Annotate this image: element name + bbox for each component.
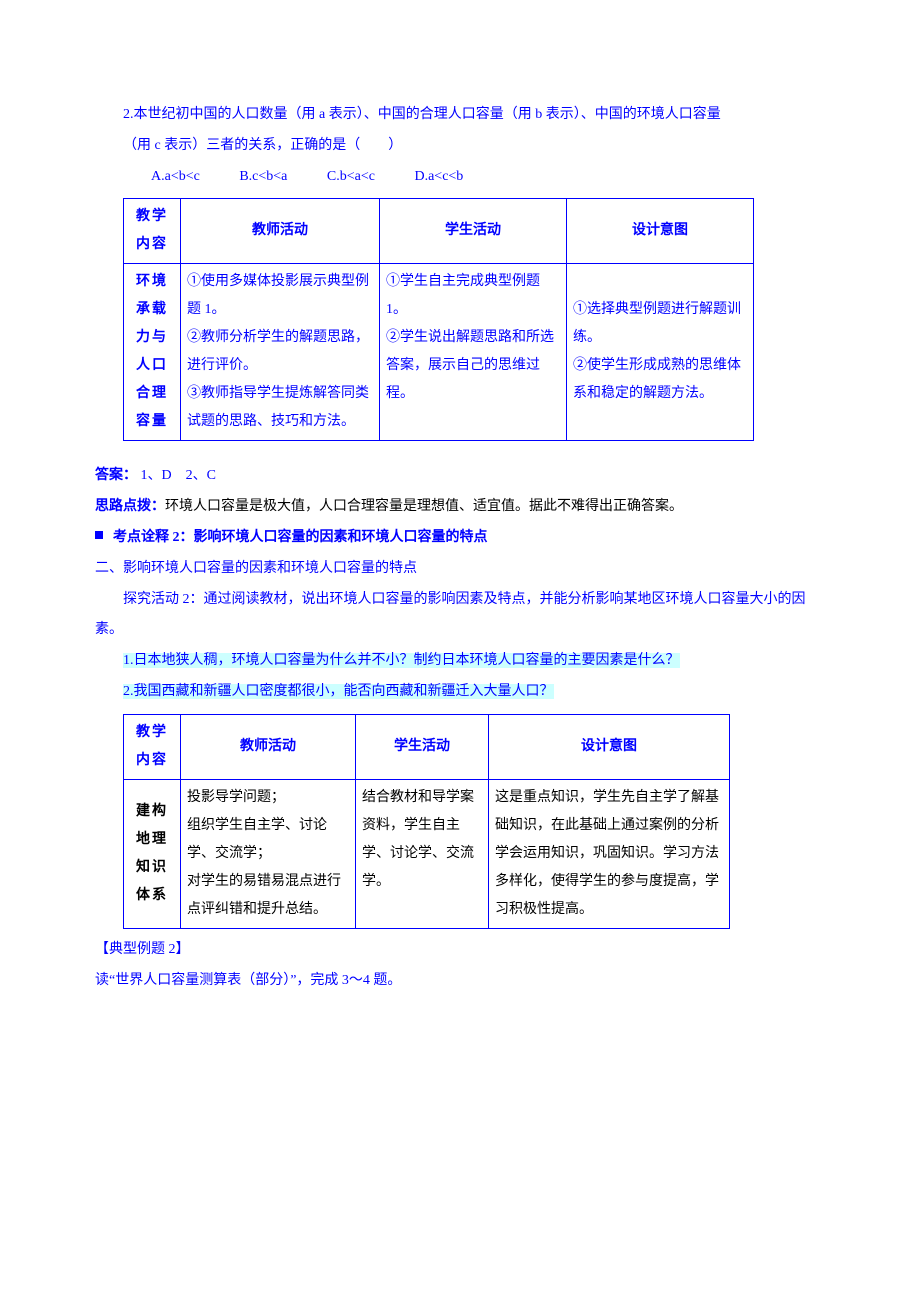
- th-intent: 设计意图: [567, 199, 754, 264]
- question-2-line2: （用 c 表示）三者的关系，正确的是（ ）: [95, 131, 825, 162]
- table-row: 教学内容 教师活动 学生活动 设计意图: [124, 714, 730, 779]
- option-a: A.a<b<c: [151, 162, 200, 193]
- kaodian-heading: 考点诠释 2：影响环境人口容量的因素和环境人口容量的特点: [95, 523, 825, 554]
- th-teacher: 教师活动: [181, 714, 356, 779]
- table-row: 环境承载力与人口合理容量 ①使用多媒体投影展示典型例题 1。 ②教师分析学生的解…: [124, 264, 754, 441]
- hq1-text: 1.日本地狭人稠，环境人口容量为什么并不小？制约日本环境人口容量的主要因素是什么…: [123, 653, 680, 668]
- bullet-icon: [95, 531, 103, 539]
- tips-text: 环境人口容量是极大值，人口合理容量是理想值、适宜值。据此不难得出正确答案。: [165, 499, 683, 514]
- kaodian-text: 考点诠释 2：影响环境人口容量的因素和环境人口容量的特点: [113, 530, 488, 545]
- table-row: 教学内容 教师活动 学生活动 设计意图: [124, 199, 754, 264]
- th-teacher: 教师活动: [181, 199, 380, 264]
- cell-intent: 这是重点知识，学生先自主学了解基础知识，在此基础上通过案例的分析学会运用知识，巩…: [489, 779, 730, 928]
- table-row: 建构地理知识体系 投影导学问题； 组织学生自主学、讨论学、交流学； 对学生的易错…: [124, 779, 730, 928]
- option-d: D.a<c<b: [414, 162, 463, 193]
- cell-teacher: ①使用多媒体投影展示典型例题 1。 ②教师分析学生的解题思路，进行评价。 ③教师…: [181, 264, 380, 441]
- th-intent: 设计意图: [489, 714, 730, 779]
- cell-intent: ①选择典型例题进行解题训练。 ②使学生形成成熟的思维体系和稳定的解题方法。: [567, 264, 754, 441]
- answers-text: 1、D 2、C: [137, 468, 216, 483]
- cell-topic: 建构地理知识体系: [124, 779, 181, 928]
- th-student: 学生活动: [356, 714, 489, 779]
- question-2-line1: 2.本世纪初中国的人口数量（用 a 表示）、中国的合理人口容量（用 b 表示）、…: [95, 100, 825, 131]
- th-content: 教学内容: [124, 714, 181, 779]
- highlight-question-2: 2.我国西藏和新疆人口密度都很小，能否向西藏和新疆迁入大量人口？: [95, 677, 825, 708]
- highlight-question-1: 1.日本地狭人稠，环境人口容量为什么并不小？制约日本环境人口容量的主要因素是什么…: [95, 646, 825, 677]
- cell-student: 结合教材和导学案资料，学生自主学、讨论学、交流学。: [356, 779, 489, 928]
- cell-student: ①学生自主完成典型例题 1。 ②学生说出解题思路和所选答案，展示自己的思维过程。: [380, 264, 567, 441]
- th-content: 教学内容: [124, 199, 181, 264]
- tips-line: 思路点拨：环境人口容量是极大值，人口合理容量是理想值、适宜值。据此不难得出正确答…: [95, 492, 825, 523]
- teaching-table-2: 教学内容 教师活动 学生活动 设计意图 建构地理知识体系 投影导学问题； 组织学…: [123, 714, 730, 929]
- th-student: 学生活动: [380, 199, 567, 264]
- cell-topic: 环境承载力与人口合理容量: [124, 264, 181, 441]
- example-2-heading: 【典型例题 2】: [95, 935, 825, 966]
- section-2-title: 二、影响环境人口容量的因素和环境人口容量的特点: [95, 554, 825, 585]
- question-2-options: A.a<b<c B.c<b<a C.b<a<c D.a<c<b: [95, 162, 825, 193]
- answers-line: 答案： 1、D 2、C: [95, 461, 825, 492]
- option-c: C.b<a<c: [327, 162, 375, 193]
- cell-teacher: 投影导学问题； 组织学生自主学、讨论学、交流学； 对学生的易错易混点进行点评纠错…: [181, 779, 356, 928]
- tips-label: 思路点拨：: [95, 499, 165, 514]
- hq2-text: 2.我国西藏和新疆人口密度都很小，能否向西藏和新疆迁入大量人口？: [123, 684, 554, 699]
- option-b: B.c<b<a: [239, 162, 287, 193]
- tanjiu-activity: 探究活动 2：通过阅读教材，说出环境人口容量的影响因素及特点，并能分析影响某地区…: [95, 585, 825, 647]
- read-instruction: 读“世界人口容量测算表（部分）”，完成 3～4 题。: [95, 966, 825, 997]
- teaching-table-1: 教学内容 教师活动 学生活动 设计意图 环境承载力与人口合理容量 ①使用多媒体投…: [123, 198, 754, 441]
- answers-label: 答案：: [95, 468, 137, 483]
